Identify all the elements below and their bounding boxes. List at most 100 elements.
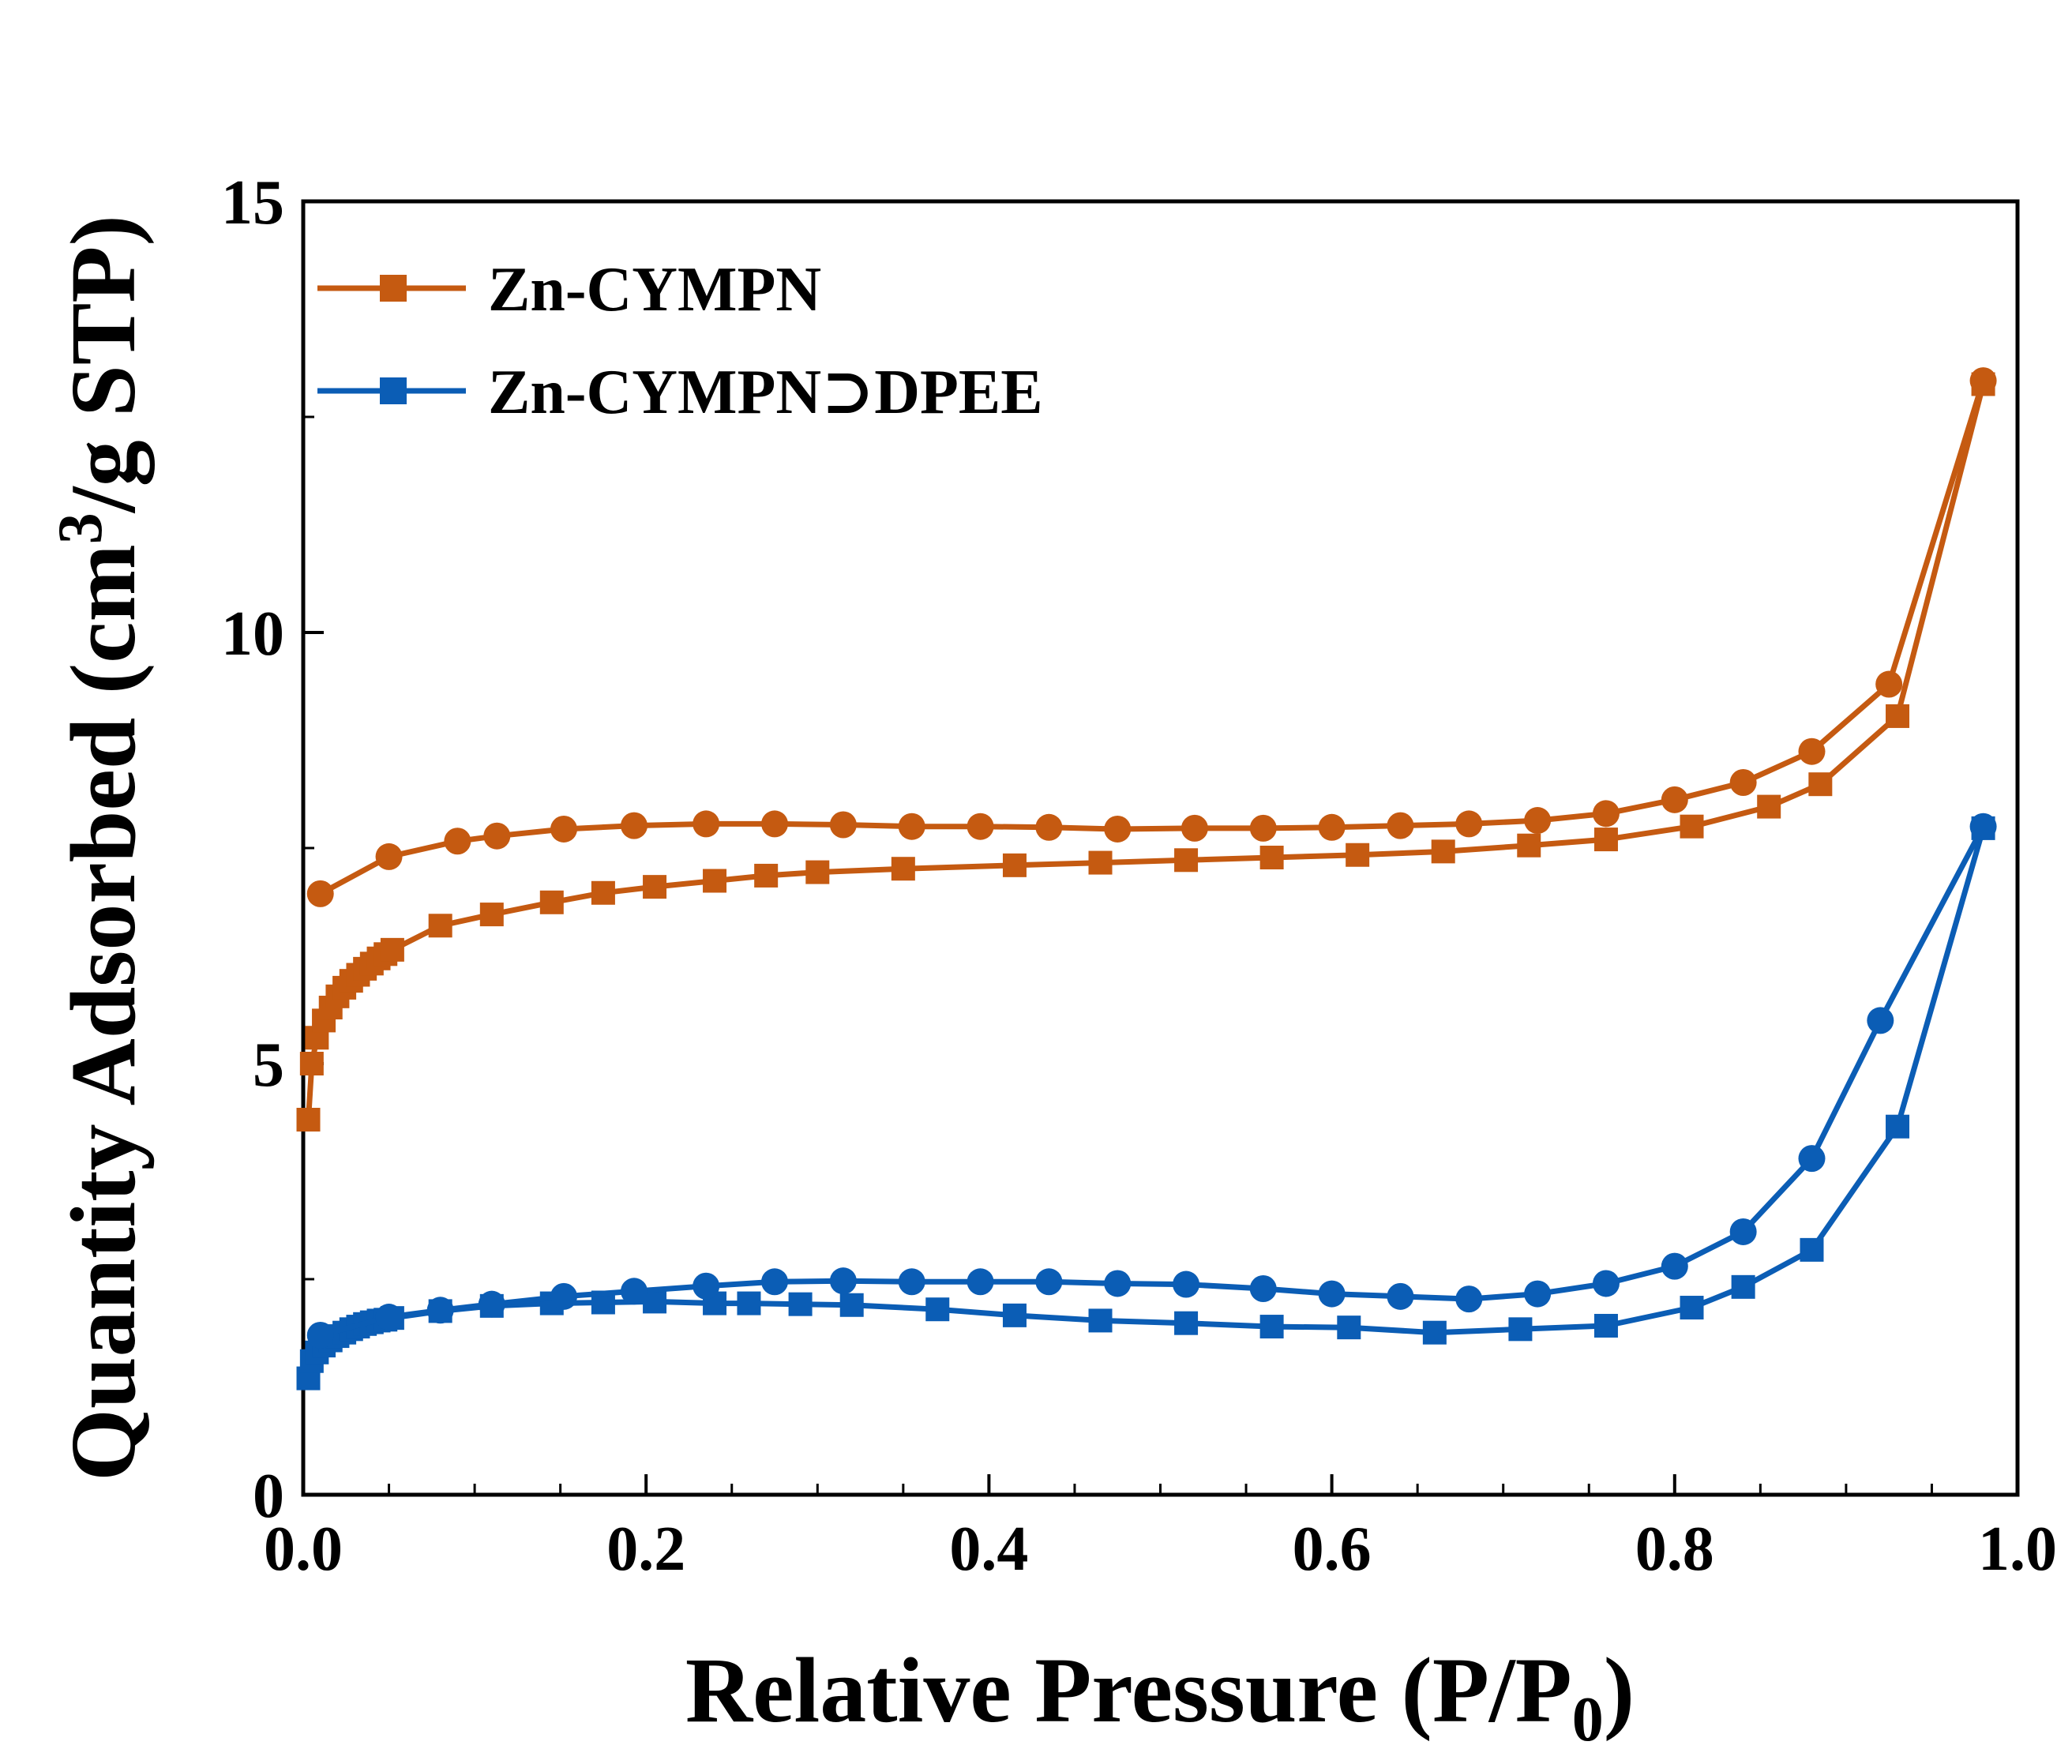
x-tick-label: 1.0 (1978, 1514, 2057, 1584)
data-point (898, 1268, 925, 1296)
data-point (1455, 1285, 1483, 1313)
data-point (306, 880, 334, 907)
data-point (550, 1282, 577, 1310)
data-point (1680, 814, 1704, 839)
data-point (754, 863, 779, 888)
data-point (1875, 670, 1903, 698)
data-point (1798, 738, 1826, 765)
data-point (1661, 786, 1688, 813)
data-point (1508, 1317, 1533, 1342)
data-point (1173, 1270, 1200, 1298)
x-axis-label-end: ) (1604, 1638, 1635, 1742)
data-point (967, 813, 994, 840)
data-point (693, 1272, 720, 1300)
data-point (1088, 1308, 1113, 1333)
x-tick-label: 0.0 (264, 1514, 343, 1584)
data-point (1174, 848, 1199, 873)
data-point (1318, 813, 1346, 841)
data-point (1387, 812, 1414, 839)
data-point (306, 1321, 334, 1349)
data-point (1680, 1296, 1704, 1320)
data-point (1035, 1268, 1063, 1296)
data-point (1002, 1303, 1027, 1327)
y-tick-label: 0 (253, 1462, 284, 1531)
y-tick-label: 10 (221, 599, 284, 669)
data-point (1259, 1315, 1284, 1339)
y-tick-label: 15 (221, 168, 284, 238)
data-point (1181, 814, 1208, 842)
data-point (1422, 1320, 1447, 1345)
data-point (478, 1290, 505, 1318)
data-point (1886, 704, 1910, 728)
data-point (1757, 794, 1781, 819)
data-point (1431, 839, 1455, 864)
data-point (1886, 1114, 1910, 1139)
data-point (829, 811, 857, 839)
series-desorption-3 (306, 813, 1997, 1349)
data-point (1969, 367, 1997, 395)
y-axis-label: Quantity Adsorbed (cm3/g STP) (46, 215, 155, 1481)
y-axis-label-superscript: 3 (46, 512, 115, 544)
data-point (1524, 807, 1552, 835)
data-point (375, 1304, 403, 1331)
data-point (1808, 772, 1833, 797)
data-point (1524, 1280, 1552, 1308)
series-desorption-1 (306, 367, 1997, 907)
data-point (891, 857, 915, 881)
x-axis-ticks: 0.0 0.2 0.4 0.6 0.8 1.0 (264, 1474, 2057, 1584)
data-point (621, 812, 648, 839)
data-point (788, 1292, 813, 1316)
data-point (1318, 1280, 1346, 1308)
data-point (296, 1107, 321, 1132)
data-point (1729, 1218, 1757, 1245)
data-point (428, 914, 452, 938)
data-point (621, 1278, 648, 1305)
data-point (761, 1268, 789, 1296)
series-adsorption-0 (296, 372, 1995, 1132)
data-point (1517, 833, 1541, 858)
data-point (829, 1267, 857, 1295)
data-point (1104, 815, 1132, 843)
x-axis-label: Relative Pressure (P/P0) (685, 1638, 1635, 1755)
data-point (1104, 1270, 1132, 1297)
data-point (1592, 800, 1620, 828)
x-axis-label-main: Relative Pressure (P/P (685, 1638, 1572, 1742)
series-line (306, 383, 1986, 1120)
data-point (483, 822, 511, 850)
y-tick-label: 5 (253, 1030, 284, 1100)
data-point (1800, 1237, 1824, 1262)
y-axis-label-end: /g STP) (51, 215, 155, 514)
data-point (426, 1297, 454, 1324)
data-point (1592, 1270, 1620, 1297)
x-tick-label: 0.6 (1293, 1514, 1372, 1584)
y-axis-ticks: 0 5 10 15 (221, 168, 324, 1531)
data-point (380, 937, 404, 962)
legend-label: Zn-CYMPN (488, 255, 821, 325)
series-layer (296, 367, 1997, 1391)
data-point (299, 1052, 324, 1075)
data-point (703, 869, 727, 893)
legend-label: Zn-CYMPN⊃DPEE (488, 358, 1043, 427)
data-point (643, 875, 667, 899)
x-tick-label: 0.8 (1635, 1514, 1714, 1584)
data-point (1593, 828, 1618, 852)
data-point (925, 1297, 950, 1322)
data-point (1346, 843, 1370, 867)
data-point (1002, 853, 1027, 877)
data-point (1337, 1315, 1361, 1340)
legend-marker (380, 275, 407, 302)
data-point (737, 1291, 761, 1315)
data-point (761, 810, 789, 838)
x-tick-label: 0.4 (949, 1514, 1028, 1584)
data-point (1174, 1311, 1199, 1335)
legend-marker (380, 377, 407, 404)
data-point (898, 813, 925, 840)
legend: Zn-CYMPN Zn-CYMPN⊃DPEE (317, 255, 1043, 427)
data-point (1798, 1145, 1826, 1173)
data-point (1731, 1274, 1755, 1299)
data-point (1661, 1252, 1688, 1280)
data-point (539, 890, 564, 914)
data-point (591, 880, 615, 905)
